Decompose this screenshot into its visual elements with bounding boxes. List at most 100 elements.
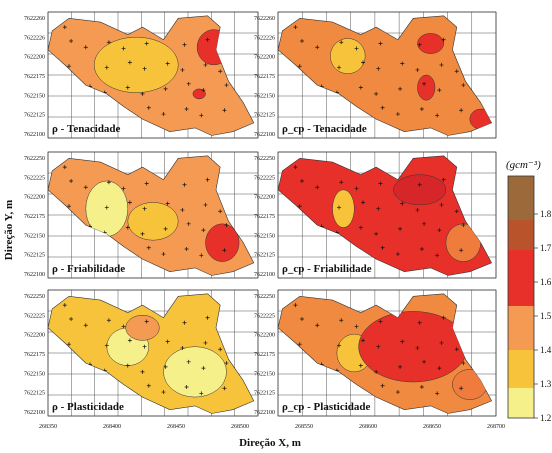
sample-point: [62, 303, 67, 308]
sample-point: [337, 205, 342, 210]
x-tick-label: 268500: [231, 424, 249, 430]
sample-point: [395, 390, 400, 395]
y-tick-label: 7622150: [254, 233, 275, 239]
sample-point: [380, 245, 385, 250]
sample-point: [104, 65, 109, 70]
sample-point: [317, 387, 322, 392]
y-tick-label: 7622100: [254, 132, 275, 138]
density-region: [277, 15, 493, 136]
density-contour: [205, 223, 240, 262]
sample-point: [317, 109, 322, 114]
colorbar-tick-label: 1.8: [540, 209, 552, 219]
sample-point: [182, 42, 187, 47]
sample-point: [106, 318, 111, 323]
sample-point: [140, 91, 145, 96]
panel-6: ρ_cp - Plasticidade 7622250 7622225 7622200…: [254, 289, 497, 417]
sample-point: [123, 388, 128, 393]
sample-point: [62, 25, 67, 30]
sample-point: [417, 320, 422, 325]
sample-point: [400, 201, 405, 206]
sample-point: [199, 391, 204, 396]
sample-point: [374, 369, 379, 374]
y-tick-label: 7622250: [254, 156, 275, 162]
density-contour: [196, 29, 231, 66]
colorbar-swatch-1.75: [508, 220, 534, 250]
sample-point: [315, 45, 320, 50]
sample-point: [454, 209, 459, 214]
density-contour: [332, 189, 355, 228]
sample-point: [201, 366, 206, 371]
x-tick-label: 268400: [103, 424, 121, 430]
sample-point: [64, 367, 69, 372]
sample-point: [224, 223, 229, 228]
sample-point: [140, 369, 145, 374]
sample-point: [109, 382, 113, 387]
sample-point: [203, 202, 208, 207]
sample-point: [419, 107, 424, 112]
y-tick-label: 7622200: [254, 55, 275, 61]
sample-point: [125, 363, 130, 368]
sample-point: [459, 108, 464, 113]
panel-4: ρ_cp - Friabilidade 7622250 7622225 7622200…: [254, 151, 497, 279]
sample-point: [127, 338, 132, 343]
sample-point: [83, 45, 88, 50]
sample-point: [461, 361, 466, 366]
y-tick-label: 7622100: [24, 272, 45, 278]
sample-point: [205, 37, 210, 42]
sample-point: [441, 37, 446, 42]
sample-point: [64, 229, 69, 234]
sample-point: [205, 177, 210, 182]
sample-point: [354, 324, 359, 329]
sample-point: [337, 343, 342, 348]
x-tick-label: 268650: [423, 424, 441, 430]
sample-point: [315, 323, 320, 328]
sample-point: [415, 67, 420, 72]
y-tick-label: 7622200: [254, 195, 275, 201]
colorbar-swatch-1.6: [508, 250, 534, 306]
sample-point: [142, 66, 147, 71]
y-tick-label: 7622175: [254, 214, 275, 220]
x-tick-label: 268700: [487, 424, 505, 430]
density-contour: [417, 33, 444, 54]
colorbar-tick-label: 1.3: [540, 379, 552, 389]
sample-point: [293, 165, 298, 170]
sample-point: [361, 60, 366, 65]
y-tick-label: 7622250: [24, 294, 45, 300]
sample-point: [435, 113, 440, 118]
sample-point: [339, 180, 344, 185]
sample-point: [218, 347, 223, 352]
sample-point: [395, 112, 400, 117]
y-tick-label: 7622125: [254, 253, 275, 259]
sample-point: [161, 390, 166, 395]
y-tick-label: 7622150: [254, 93, 275, 99]
y-tick-label: 7622200: [24, 333, 45, 339]
sample-point: [415, 207, 420, 212]
sample-point: [376, 206, 381, 211]
sample-point: [220, 44, 225, 49]
y-tick-label: 7622226: [254, 35, 275, 41]
sample-point: [121, 186, 126, 191]
sample-point: [106, 40, 111, 45]
sample-point: [142, 344, 147, 349]
sample-point: [376, 66, 381, 71]
y-tick-label: 7622125: [254, 391, 275, 397]
colorbar-swatch-1.4: [508, 306, 534, 350]
colorbar-frame: [507, 175, 535, 419]
sample-point: [456, 322, 461, 327]
y-tick-label: 7622200: [24, 55, 45, 61]
sample-point: [218, 209, 223, 214]
panel-frame: [47, 11, 259, 139]
sample-point: [297, 64, 302, 69]
panel-label: ρ - Plasticidade: [52, 401, 124, 413]
x-tick-label: 268450: [167, 424, 185, 430]
sample-point: [374, 91, 379, 96]
sample-point: [201, 228, 206, 233]
y-tick-label: 7622100: [24, 132, 45, 138]
x-tick-label: 268350: [39, 424, 57, 430]
y-axis-title: Direção Y, m: [3, 200, 15, 260]
sample-point: [341, 104, 346, 109]
sample-point: [123, 110, 128, 115]
y-tick-label: 7622225: [24, 313, 45, 319]
sample-point: [161, 252, 166, 257]
panel-frame: [277, 151, 497, 279]
